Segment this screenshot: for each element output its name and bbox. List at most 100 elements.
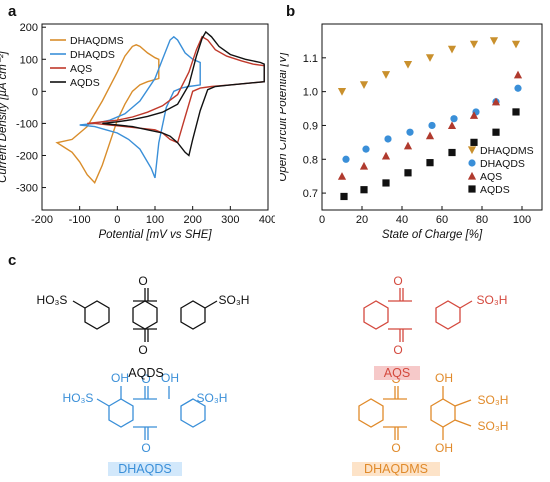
legend-label-dhaqdms: DHAQDMS bbox=[70, 35, 124, 47]
dhaqdms-oxygen-bottom: O bbox=[391, 441, 400, 455]
ocp-point-aqds bbox=[470, 138, 478, 146]
legend-marker-aqds bbox=[468, 185, 476, 193]
open-circuit-potential-chart: 0 20 40 60 80 100 0.7 0.8 0.9 1.0 1.1 State of Char… bbox=[280, 23, 543, 241]
aqds-oxygen-bottom: O bbox=[138, 343, 147, 357]
panel-letter-a: a bbox=[8, 3, 17, 20]
aqds-label: AQDS bbox=[128, 366, 164, 380]
dhaqdms-structure bbox=[358, 386, 472, 440]
aqds-substituent-right: SO₃H bbox=[219, 293, 250, 307]
aqs-oxygen-bottom: O bbox=[393, 343, 402, 357]
legend-label-aqs: AQS bbox=[480, 171, 502, 183]
y-tick-label: 0.9 bbox=[303, 120, 318, 132]
y-tick-label: 1.0 bbox=[303, 87, 318, 99]
dhaqds-oh-left: OH bbox=[111, 371, 129, 385]
aqds-substituent-left: HO₃S bbox=[37, 293, 68, 307]
ocp-point-dhaqds bbox=[406, 128, 414, 136]
dhaqds-substituent-right: SO₃H bbox=[197, 391, 228, 405]
ocp-point-dhaqds bbox=[428, 121, 436, 130]
chemical-structures: O O HO₃S SO₃H O O SO₃H OH OH O O HO₃S SO… bbox=[37, 274, 509, 455]
dhaqds-oxygen-top: O bbox=[141, 372, 150, 386]
cv-curve-aqds bbox=[102, 30, 265, 157]
legend-marker-aqs bbox=[467, 171, 477, 180]
y-tick-label: -300 bbox=[16, 183, 38, 195]
ocp-point-aqs bbox=[425, 131, 435, 140]
x-tick-label: 200 bbox=[183, 214, 201, 226]
ocp-point-dhaqds bbox=[362, 145, 370, 153]
ocp-point-aqs bbox=[469, 111, 479, 119]
ocp-point-aqs bbox=[381, 151, 391, 160]
plot-frame bbox=[321, 23, 543, 211]
ocp-point-aqds bbox=[426, 159, 434, 167]
ocp-point-dhaqds bbox=[514, 84, 522, 92]
aqds-structure bbox=[72, 288, 218, 342]
x-axis-label: Potential [mV vs SHE] bbox=[98, 229, 212, 241]
y-tick-label: 100 bbox=[20, 54, 38, 66]
ocp-point-dhaqdms bbox=[403, 60, 413, 69]
legend-marker-dhaqdms bbox=[467, 146, 477, 155]
aqs-label: AQS bbox=[374, 366, 420, 380]
ocp-point-aqs bbox=[491, 97, 501, 106]
dhaqdms-substituent-2: SO₃H bbox=[478, 419, 509, 433]
ocp-point-aqds bbox=[512, 108, 520, 116]
y-axis-label: Current Density [µA cm⁻²] bbox=[0, 50, 9, 183]
ocp-point-dhaqdms bbox=[489, 37, 499, 46]
legend-label-dhaqds: DHAQDS bbox=[480, 158, 525, 170]
ocp-point-aqs bbox=[513, 70, 523, 79]
y-tick-label: 0.8 bbox=[303, 154, 318, 166]
y-tick-label: 0 bbox=[32, 86, 38, 98]
ocp-point-dhaqdms bbox=[359, 81, 369, 89]
dhaqdms-substituent-1: SO₃H bbox=[478, 393, 509, 407]
ocp-point-dhaqdms bbox=[447, 45, 457, 54]
x-tick-label: 100 bbox=[513, 214, 531, 226]
ocp-point-aqds bbox=[492, 128, 500, 136]
dhaqdms-label: DHAQDMS bbox=[352, 462, 440, 476]
ocp-point-aqs bbox=[403, 141, 413, 150]
dhaqds-structure bbox=[96, 386, 206, 440]
legend-label-aqs: AQS bbox=[70, 63, 92, 75]
ocp-point-dhaqds bbox=[450, 115, 458, 123]
x-tick-label: -200 bbox=[31, 214, 53, 226]
ocp-point-aqds bbox=[360, 186, 368, 194]
ocp-point-aqs bbox=[447, 121, 457, 130]
legend-label-dhaqds: DHAQDS bbox=[70, 49, 115, 61]
dhaqds-oxygen-bottom: O bbox=[141, 441, 150, 455]
ocp-point-aqs bbox=[337, 172, 347, 180]
ocp-point-dhaqdms bbox=[381, 71, 391, 79]
aqs-structure bbox=[363, 288, 473, 342]
dhaqds-oh-right: OH bbox=[161, 371, 179, 385]
x-tick-label: 0 bbox=[114, 214, 120, 226]
ocp-point-dhaqds bbox=[384, 135, 392, 143]
dhaqdms-oh-bottom: OH bbox=[435, 441, 453, 455]
x-tick-label: 80 bbox=[476, 214, 488, 226]
legend-label-dhaqdms: DHAQDMS bbox=[480, 145, 534, 157]
x-tick-label: 40 bbox=[396, 214, 408, 226]
dhaqds-label: DHAQDS bbox=[108, 462, 182, 476]
x-tick-label: 300 bbox=[221, 214, 239, 226]
legend-label-aqds: AQDS bbox=[480, 184, 510, 196]
panel-letter-c: c bbox=[8, 252, 17, 269]
y-tick-label: 0.7 bbox=[303, 188, 318, 200]
cyclic-voltammetry-chart: -200 -100 0 100 200 300 400 -300 -200 -100 0 100 200… bbox=[0, 22, 275, 241]
ocp-point-dhaqdms bbox=[337, 88, 347, 96]
y-tick-label: 1.1 bbox=[303, 53, 318, 65]
aqs-substituent-right: SO₃H bbox=[477, 293, 508, 307]
x-tick-label: -100 bbox=[69, 214, 91, 226]
y-tick-label: -200 bbox=[16, 150, 38, 162]
legend-marker-dhaqds bbox=[468, 159, 476, 167]
x-tick-label: 400 bbox=[259, 214, 275, 226]
legend-label-aqds: AQDS bbox=[70, 77, 100, 89]
x-tick-label: 60 bbox=[436, 214, 448, 226]
ocp-point-dhaqdms bbox=[425, 54, 435, 62]
y-tick-label: 200 bbox=[20, 22, 38, 34]
ocp-point-aqds bbox=[448, 148, 456, 157]
ocp-point-dhaqdms bbox=[511, 40, 521, 49]
ocp-point-dhaqds bbox=[342, 155, 350, 163]
x-tick-label: 20 bbox=[356, 214, 368, 226]
x-tick-label: 100 bbox=[146, 214, 164, 226]
ocp-point-aqds bbox=[340, 192, 348, 201]
dhaqdms-oh-top: OH bbox=[435, 371, 453, 385]
y-tick-label: -100 bbox=[16, 118, 38, 130]
ocp-point-aqs bbox=[359, 161, 369, 170]
panel-letter-b: b bbox=[286, 3, 296, 20]
aqds-oxygen-top: O bbox=[138, 274, 147, 288]
